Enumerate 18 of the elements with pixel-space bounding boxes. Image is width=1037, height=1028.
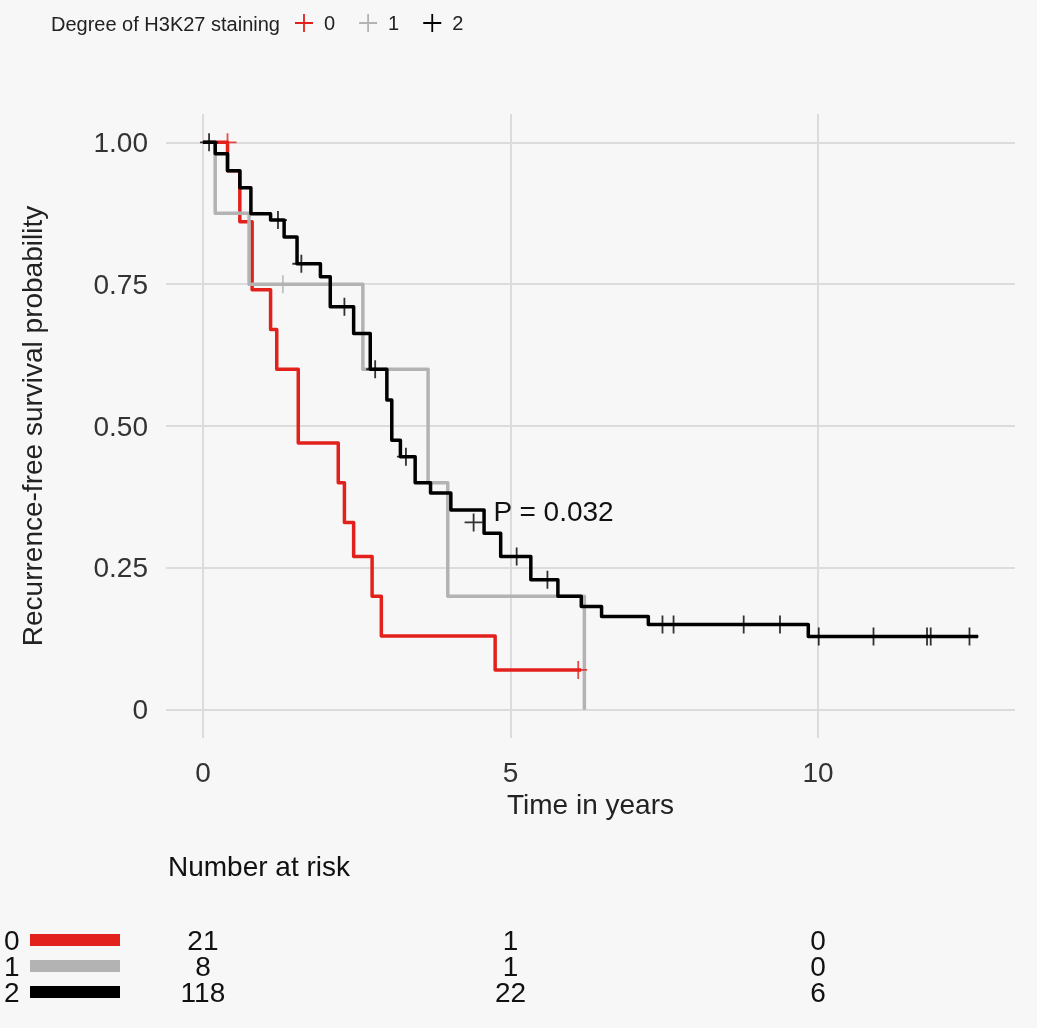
y-tick-label: 0.50 <box>93 410 148 442</box>
y-axis-title: Recurrence-free survival probability <box>16 205 48 647</box>
x-tick-label: 10 <box>802 756 834 788</box>
y-tick-label: 0.75 <box>93 268 148 300</box>
legend-label: 0 <box>324 12 336 34</box>
legend-label: 1 <box>388 12 400 34</box>
x-tick-label: 0 <box>195 756 211 788</box>
text: Number at risk <box>168 850 352 882</box>
y-tick-label: 1.00 <box>93 126 148 158</box>
legend-title: Degree of H3K27 staining <box>50 13 280 35</box>
y-tick-label: 0.25 <box>93 552 148 584</box>
point <box>268 211 287 230</box>
y-tick-label: 0 <box>132 694 148 726</box>
legend-label: 2 <box>452 12 464 34</box>
annotation: P = 0.032 <box>493 495 614 527</box>
x-tick-label: 5 <box>502 756 519 788</box>
point <box>200 133 219 152</box>
x-axis-title: Time in years <box>506 789 675 821</box>
